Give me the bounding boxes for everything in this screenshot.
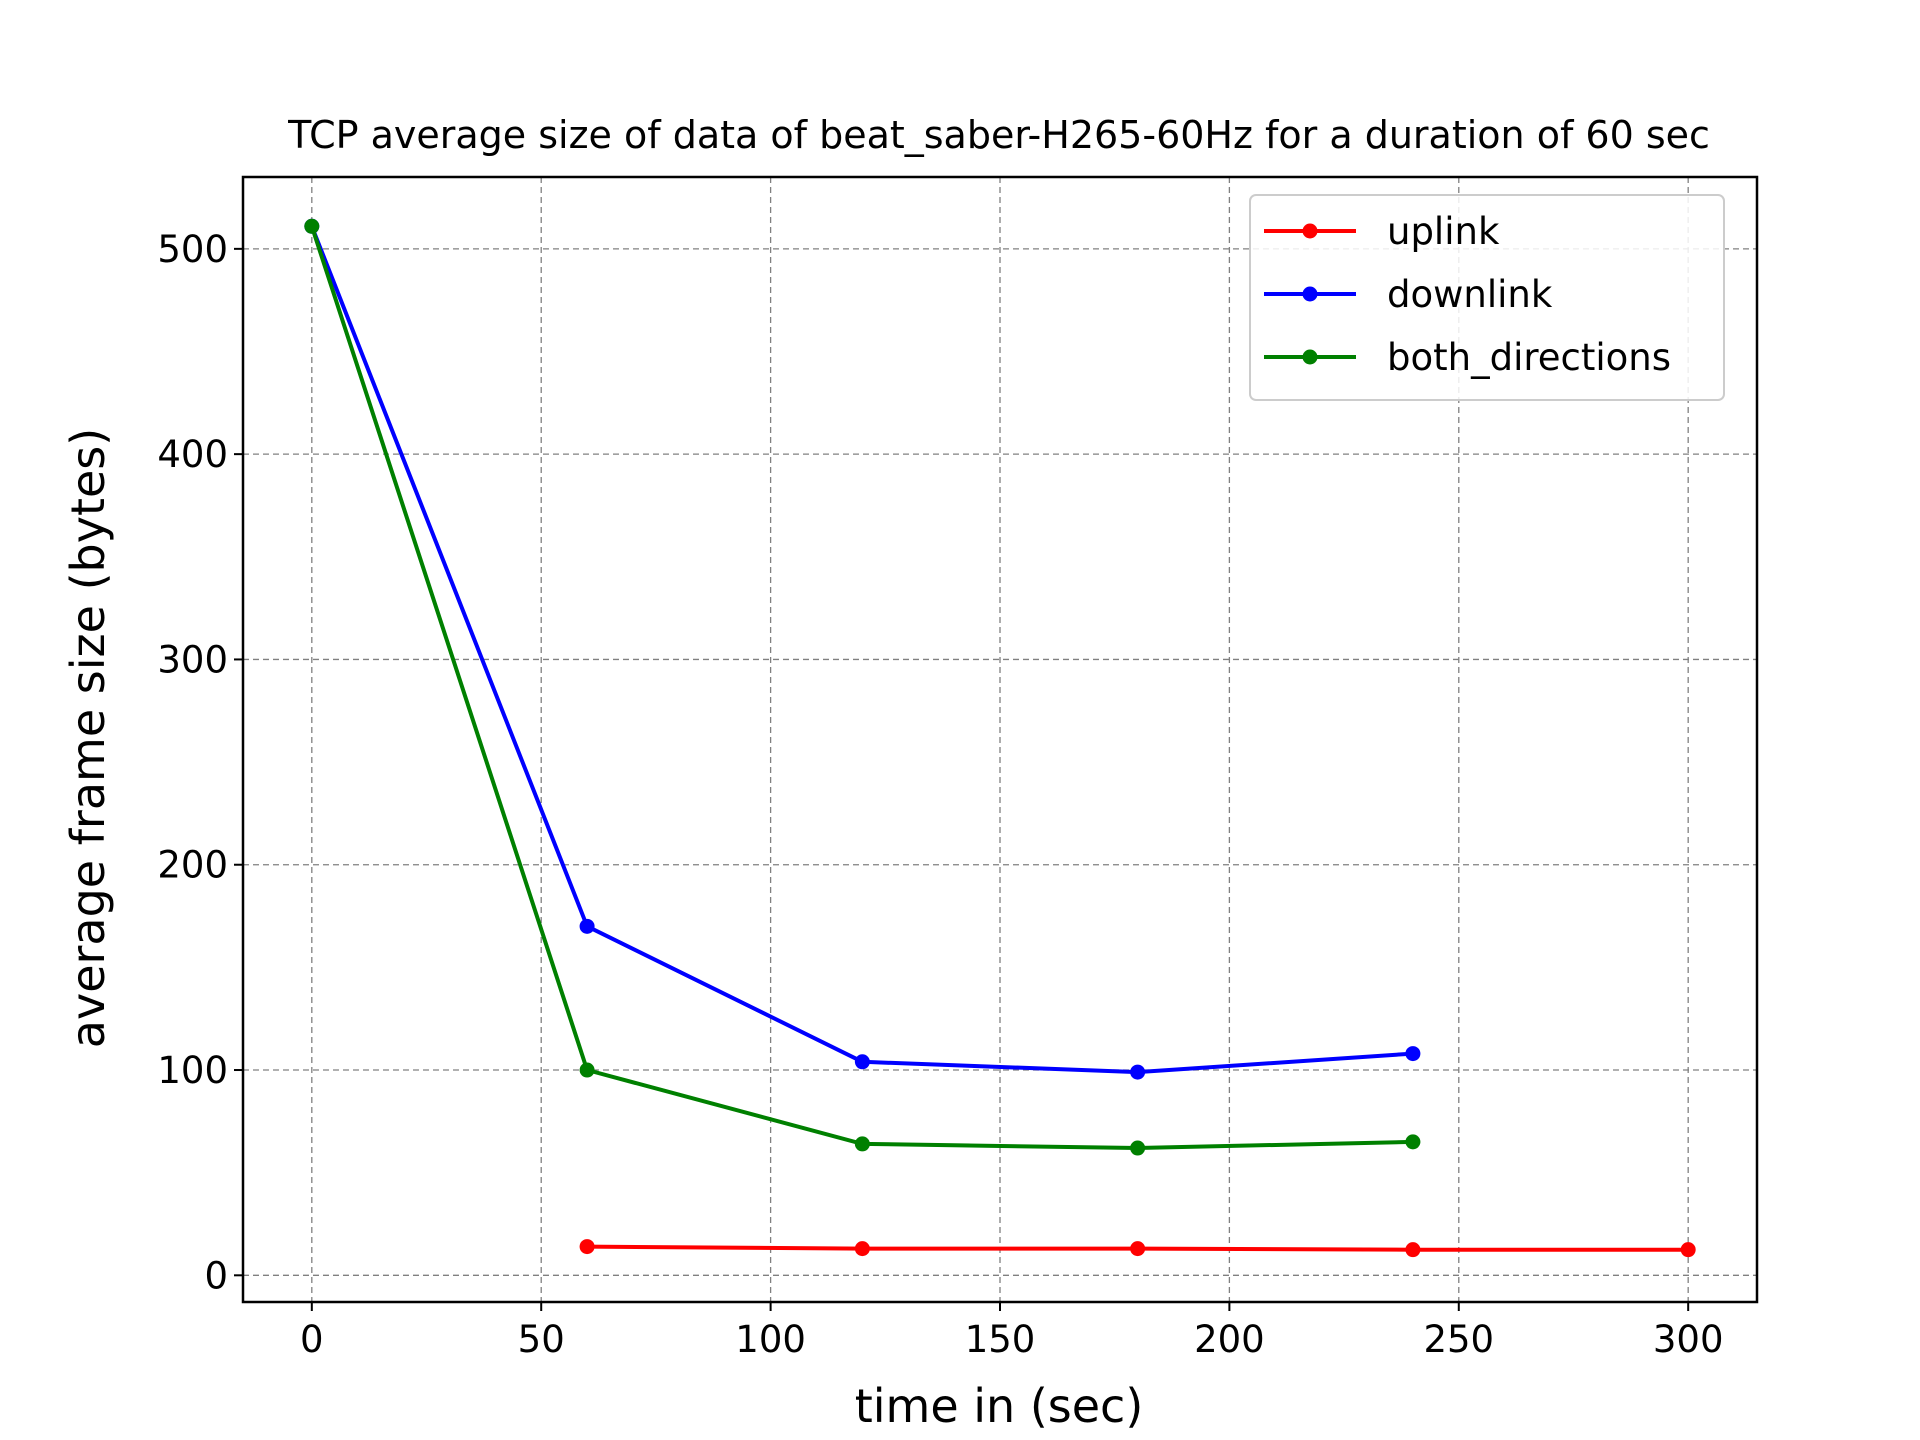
uplink-point [579,1239,595,1255]
uplink-point [1405,1242,1421,1258]
downlink-point [1405,1046,1421,1062]
legend-item-both-directions: both_directions [1264,336,1671,379]
both-directions-point [304,218,320,234]
y-axis: 0 100 200 300 400 500 [157,228,243,1297]
y-tick-label: 100 [157,1049,228,1092]
series-uplink [579,1239,1696,1258]
both-directions-point [854,1136,870,1152]
x-tick-label: 150 [965,1318,1036,1361]
legend: uplink downlink both_directions [1249,194,1725,401]
uplink-point [1130,1241,1146,1257]
x-tick-label: 250 [1423,1318,1494,1361]
y-tick-label: 300 [157,638,228,681]
legend-marker [1302,286,1318,302]
y-tick-label: 400 [157,433,228,476]
both-directions-point [1405,1134,1421,1150]
downlink-point [579,918,595,934]
legend-marker [1302,349,1318,365]
series-both-directions [304,218,1421,1156]
legend-label: uplink [1387,210,1500,253]
uplink-point [1680,1242,1696,1258]
y-tick-label: 0 [204,1254,228,1297]
legend-label: both_directions [1387,336,1671,379]
x-tick-label: 200 [1194,1318,1265,1361]
legend-box [1249,194,1725,401]
legend-item-uplink: uplink [1264,210,1500,253]
y-axis-title: average frame size (bytes) [61,428,115,1048]
x-axis: 0 50 100 150 200 250 300 [300,1302,1723,1361]
y-tick-label: 200 [157,844,228,887]
both-directions-point [579,1062,595,1078]
chart-title: TCP average size of data of beat_saber-H… [287,113,1710,157]
y-tick-label: 500 [157,228,228,271]
series-layer [304,218,1696,1258]
legend-item-downlink: downlink [1264,273,1553,316]
uplink-point [854,1241,870,1257]
x-tick-label: 100 [735,1318,806,1361]
legend-marker [1302,223,1318,239]
downlink-point [854,1054,870,1070]
both-directions-point [1130,1140,1146,1156]
both-directions-line [309,225,1413,1150]
downlink-line [309,225,1414,1075]
x-tick-label: 300 [1653,1318,1724,1361]
x-tick-label: 0 [300,1318,324,1361]
legend-label: downlink [1387,273,1553,316]
downlink-point [1130,1064,1146,1080]
x-axis-title: time in (sec) [855,1379,1144,1433]
x-tick-label: 50 [518,1318,565,1361]
